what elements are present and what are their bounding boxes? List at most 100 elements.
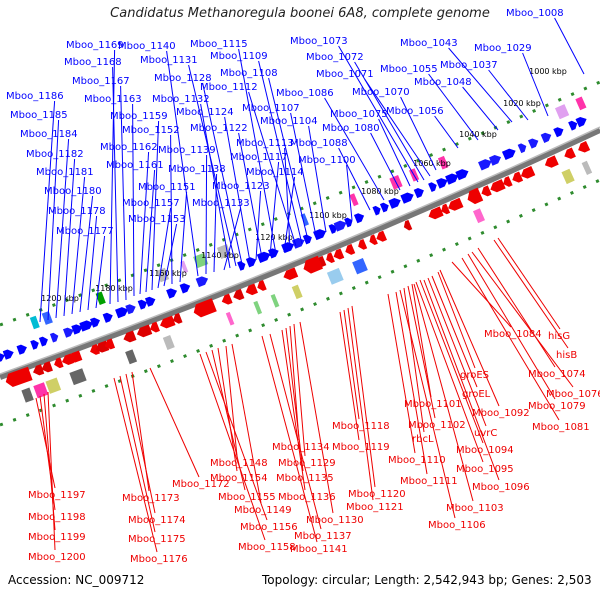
feature-tracks — [0, 96, 593, 403]
forward-gene — [353, 213, 365, 224]
forward-gene — [553, 127, 564, 138]
forward-gene — [428, 182, 437, 192]
forward-gene-leader — [213, 173, 218, 273]
reverse-gene — [326, 252, 335, 264]
reverse-gene-large — [193, 298, 217, 318]
forward-gene-leader — [269, 161, 280, 257]
forward-gene-leader — [346, 164, 353, 221]
reverse-gene-leader — [493, 239, 569, 349]
reverse-gene — [233, 288, 245, 301]
forward-gene-label: Mboo_1115 — [190, 39, 248, 50]
reverse-gene-leader — [427, 277, 487, 427]
forward-gene-label: Mboo_1132 — [152, 94, 210, 105]
reverse-gene-label: Mboo_1076 — [546, 389, 600, 400]
reverse-gene-label: Mboo_1136 — [278, 492, 336, 503]
reverse-gene-label: rbcL — [412, 434, 434, 445]
reverse-gene-leader — [431, 275, 478, 388]
reverse-gene-label: Mboo_1198 — [28, 512, 86, 523]
reverse-gene-label: Mboo_1156 — [240, 522, 298, 533]
forward-gene-label: Mboo_1114 — [246, 167, 304, 178]
forward-gene-leader — [488, 69, 529, 121]
reverse-gene-leader — [351, 305, 376, 488]
forward-gene-label: Mboo_1117 — [230, 152, 288, 163]
reverse-gene — [403, 219, 413, 231]
forward-gene-label: Mboo_1177 — [56, 226, 114, 237]
forward-gene-labels: Mboo_1008 Mboo_1029 Mboo_1037 Mboo_1043 Mboo… — [6, 8, 564, 237]
forward-gene — [125, 304, 136, 315]
reverse-gene-label: Mboo_1119 — [332, 442, 390, 453]
reverse-gene-label: Mboo_1148 — [210, 458, 268, 469]
reverse-gene-label: Mboo_1106 — [428, 520, 486, 531]
forward-gene-leader — [238, 132, 263, 259]
reverse-gene-label: Mboo_1173 — [122, 493, 180, 504]
forward-gene-leader — [258, 60, 303, 245]
forward-gene-leader — [268, 77, 309, 241]
forward-gene-leader — [120, 85, 127, 301]
forward-gene-leader — [448, 47, 513, 123]
reverse-gene-label: groES — [460, 370, 489, 381]
reverse-feature-block — [581, 160, 593, 175]
scale-tick-label: 1120 kbp — [255, 233, 293, 242]
forward-gene-label: Mboo_1123 — [212, 181, 270, 192]
forward-gene — [237, 261, 246, 271]
forward-gene — [478, 159, 492, 171]
reverse-gene — [150, 321, 160, 333]
forward-gene-leader — [338, 45, 419, 183]
forward-gene-label: Mboo_1131 — [140, 55, 198, 66]
forward-gene-leader — [462, 86, 499, 131]
reverse-gene-label: Mboo_1081 — [532, 422, 590, 433]
forward-gene-label: Mboo_1139 — [158, 145, 216, 156]
reverse-gene-label: Mboo_1154 — [210, 473, 268, 484]
forward-gene-label: Mboo_1152 — [122, 125, 180, 136]
reverse-gene — [520, 165, 536, 179]
reverse-gene-leader — [285, 327, 304, 472]
forward-gene — [245, 257, 257, 268]
reverse-gene-leader — [467, 253, 556, 400]
reverse-gene — [245, 283, 258, 296]
forward-gene-leader — [370, 132, 401, 191]
reverse-feature-block — [561, 168, 575, 185]
forward-gene-label: Mboo_1161 — [106, 160, 164, 171]
reverse-feature-block — [69, 368, 87, 386]
forward-gene-label: Mboo_1109 — [210, 51, 268, 62]
forward-gene — [313, 229, 327, 241]
forward-gene-leader — [63, 158, 76, 317]
forward-gene — [30, 339, 39, 350]
reverse-gene — [104, 338, 116, 350]
reverse-gene — [33, 364, 45, 376]
forward-gene-leader — [324, 97, 385, 201]
forward-gene — [528, 138, 539, 149]
reverse-gene-leader — [439, 269, 500, 407]
reverse-gene-leader — [437, 271, 476, 369]
reverse-gene-label: Mboo_1094 — [456, 445, 514, 456]
scale-tick-label: 1100 kbp — [309, 211, 347, 220]
reverse-gene-label: Mboo_1135 — [276, 473, 334, 484]
forward-gene-leader — [283, 176, 296, 253]
forward-gene-leader — [151, 120, 160, 291]
forward-gene-label: Mboo_1113 — [236, 138, 294, 149]
forward-gene — [400, 192, 414, 204]
reverse-gene — [345, 243, 356, 255]
reverse-gene-label: Mboo_1074 — [528, 369, 586, 380]
forward-gene-leader — [47, 119, 60, 321]
forward-gene — [79, 320, 93, 332]
reverse-feature-block — [270, 293, 280, 308]
reverse-gene-label: Mboo_1149 — [234, 505, 292, 516]
reverse-gene-label: Mboo_1084 — [484, 329, 542, 340]
forward-gene — [445, 173, 459, 185]
reverse-gene-label: Mboo_1158 — [238, 542, 296, 553]
forward-gene-label: Mboo_1080 — [322, 123, 380, 134]
forward-gene — [344, 217, 353, 228]
forward-gene-leader — [205, 154, 208, 275]
reverse-gene-leader — [339, 311, 360, 441]
reverse-gene-leader — [119, 375, 156, 533]
reverse-gene-leader — [149, 367, 200, 478]
reverse-gene — [257, 280, 267, 291]
forward-gene — [388, 198, 401, 209]
reverse-feature-block — [225, 311, 235, 326]
forward-feature-block — [437, 155, 449, 170]
reverse-gene-leader — [399, 289, 456, 519]
forward-gene-label: Mboo_1185 — [10, 110, 68, 121]
reverse-gene-label: Mboo_1141 — [290, 544, 348, 555]
reverse-gene-labels: hisGhisBMboo_1084Mboo_1074Mboo_1076Mboo_… — [28, 329, 600, 565]
